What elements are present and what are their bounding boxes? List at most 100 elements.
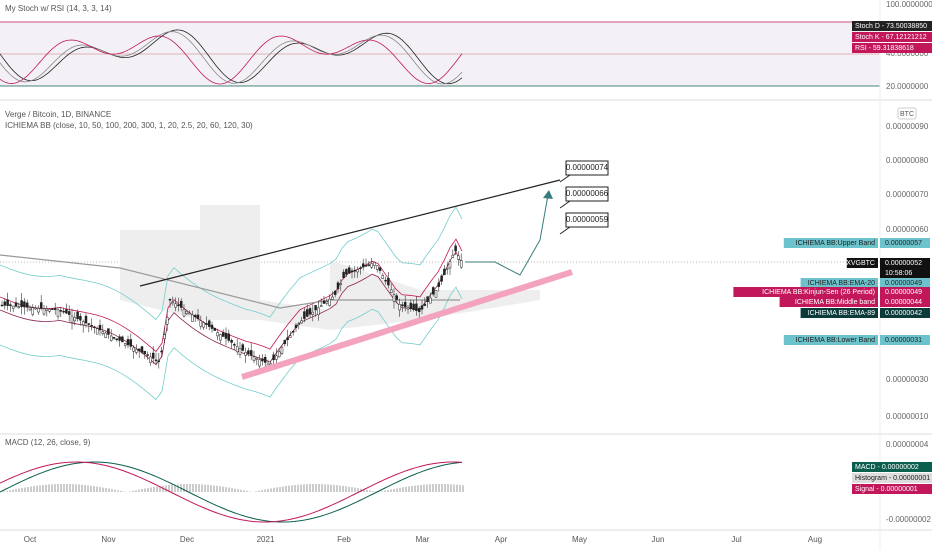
price-label-value: 0.00000049: [885, 280, 922, 287]
candle: [67, 311, 71, 315]
hist: [81, 484, 83, 492]
hist: [231, 488, 233, 492]
legend-box: [852, 43, 932, 53]
cloud: [120, 205, 540, 330]
ema: [0, 238, 463, 353]
hist: [432, 484, 434, 492]
price-label-box: [880, 238, 930, 248]
hist: [366, 489, 368, 492]
price-label-name: ICHIEMA BB:Upper Band: [796, 240, 875, 247]
legend-box: [852, 21, 932, 31]
hist: [267, 488, 269, 492]
time-label: Dec: [180, 535, 194, 544]
hist: [93, 486, 95, 492]
candle: [443, 268, 446, 275]
price-label-box: [880, 287, 930, 297]
time-box: [880, 268, 930, 278]
candle: [347, 267, 351, 274]
candle: [233, 344, 236, 346]
price-label-value: 0.00000031: [885, 337, 922, 344]
hist: [15, 489, 17, 492]
candle: [319, 305, 323, 307]
candle: [3, 301, 7, 306]
legend-box: [852, 462, 932, 472]
hist: [303, 484, 305, 492]
time-label: Nov: [101, 535, 115, 544]
callout: [565, 186, 609, 202]
hist: [360, 488, 362, 492]
hist: [438, 484, 440, 492]
hist: [309, 484, 311, 492]
price-label-name: ICHIEMA BB:EMA-20: [808, 280, 875, 287]
price-label-box: [880, 335, 930, 345]
hist: [429, 484, 431, 492]
price-label-value: 0.00000057: [885, 240, 922, 247]
candle: [451, 254, 455, 258]
candle: [28, 307, 32, 311]
hist: [321, 484, 323, 492]
hist: [393, 488, 395, 492]
hist: [132, 490, 134, 492]
candle: [457, 255, 460, 260]
candle: [291, 330, 295, 333]
candle: [56, 309, 60, 317]
candle: [179, 300, 183, 308]
price-label-value: 0.00000049: [885, 289, 922, 296]
candle: [241, 344, 245, 351]
hist: [144, 488, 146, 492]
hist: [351, 487, 353, 492]
candle: [126, 339, 130, 346]
macd-line: [0, 461, 463, 523]
axis-label: 0.00000090: [886, 122, 929, 131]
time-label: Apr: [495, 535, 508, 544]
candle: [151, 352, 155, 359]
hist: [456, 484, 458, 492]
hist: [192, 484, 194, 492]
hist: [12, 489, 14, 492]
legend-box: [852, 484, 932, 494]
hist: [96, 486, 98, 492]
candle: [258, 359, 261, 367]
candle: [149, 356, 152, 363]
hist: [372, 491, 374, 492]
time-label: Oct: [24, 535, 37, 544]
candle: [272, 354, 275, 361]
candle: [249, 350, 253, 356]
price-label-box: [880, 297, 930, 307]
callout: [565, 212, 609, 228]
hist: [294, 484, 296, 492]
candle: [415, 303, 418, 311]
kijun: [0, 251, 463, 366]
candle: [93, 326, 96, 329]
lower-band: [0, 286, 463, 401]
candle: [31, 307, 35, 315]
candle: [118, 336, 121, 341]
candle: [213, 327, 217, 331]
hist: [186, 484, 188, 492]
candle: [0, 304, 4, 307]
hist: [381, 491, 383, 492]
axis-label: 0.00000070: [886, 190, 929, 199]
hist: [33, 486, 35, 492]
candle: [375, 265, 379, 270]
candle: [311, 311, 315, 315]
callout-pointer: [559, 200, 571, 209]
hist: [123, 491, 125, 492]
candle: [409, 302, 413, 310]
time-label: Jun: [652, 535, 665, 544]
axis-label: 0.00000080: [886, 156, 929, 165]
hist: [414, 485, 416, 492]
hist: [297, 484, 299, 492]
currency: BTC: [900, 111, 914, 118]
hist: [330, 484, 332, 492]
candle: [53, 308, 57, 310]
currency-badge: [897, 107, 917, 120]
candle: [160, 350, 163, 353]
hist: [198, 484, 200, 492]
candle: [392, 294, 396, 302]
price-label-name-box: [846, 258, 878, 268]
candle: [252, 356, 256, 361]
candle: [230, 340, 233, 343]
hist: [174, 484, 176, 492]
hist: [336, 485, 338, 492]
